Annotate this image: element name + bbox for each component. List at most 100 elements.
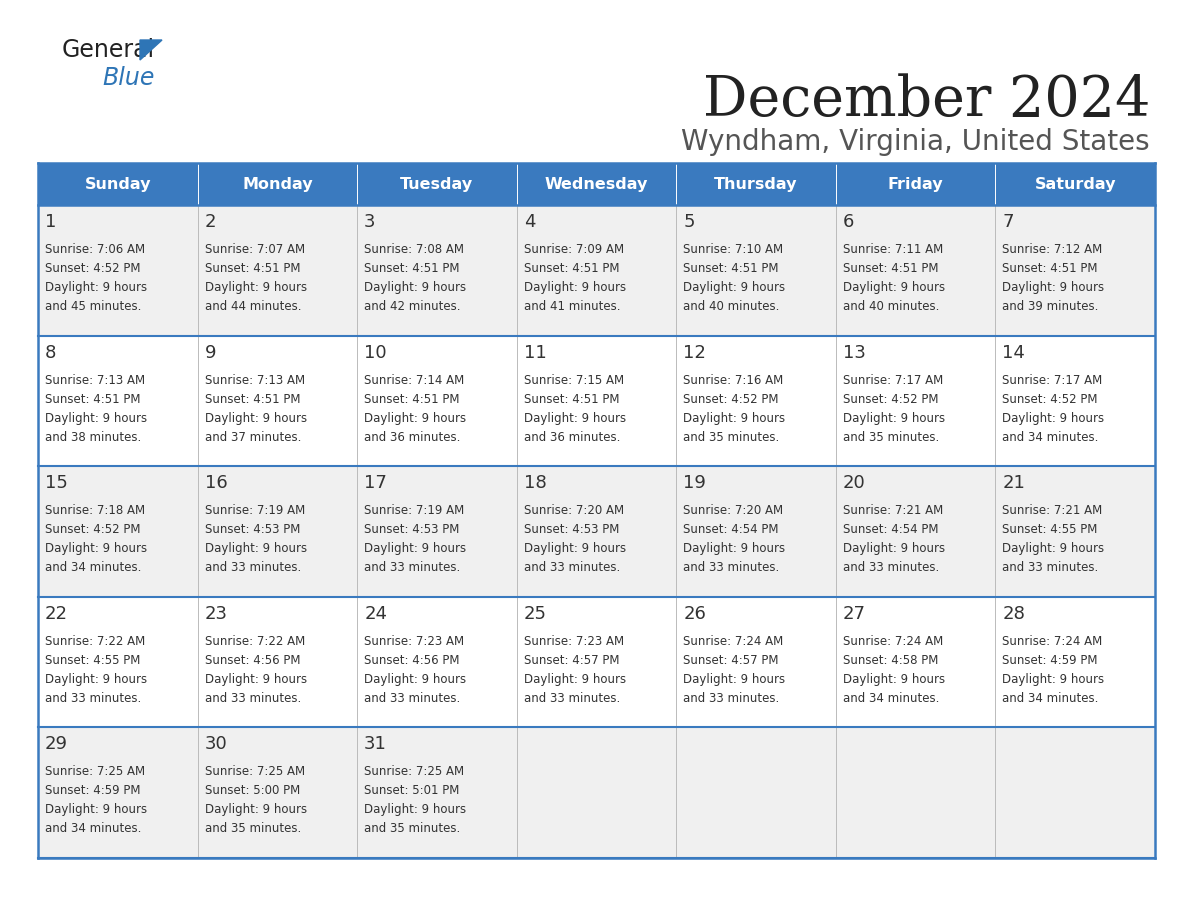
Text: Sunrise: 7:10 AM: Sunrise: 7:10 AM: [683, 243, 783, 256]
Text: and 40 minutes.: and 40 minutes.: [842, 300, 940, 313]
Text: Sunset: 4:51 PM: Sunset: 4:51 PM: [1003, 262, 1098, 275]
Text: 26: 26: [683, 605, 706, 622]
Text: Tuesday: Tuesday: [400, 176, 474, 192]
Text: 7: 7: [1003, 213, 1013, 231]
Text: 11: 11: [524, 343, 546, 362]
Text: 20: 20: [842, 475, 866, 492]
Bar: [38, 466, 1155, 597]
Text: and 36 minutes.: and 36 minutes.: [365, 431, 461, 443]
Text: Sunset: 4:53 PM: Sunset: 4:53 PM: [524, 523, 619, 536]
Bar: [38, 336, 1155, 466]
Text: Sunrise: 7:08 AM: Sunrise: 7:08 AM: [365, 243, 465, 256]
Text: Sunset: 4:52 PM: Sunset: 4:52 PM: [45, 262, 140, 275]
Text: Sunrise: 7:18 AM: Sunrise: 7:18 AM: [45, 504, 145, 517]
Text: Sunrise: 7:23 AM: Sunrise: 7:23 AM: [365, 635, 465, 648]
Text: Sunrise: 7:13 AM: Sunrise: 7:13 AM: [204, 374, 304, 386]
Text: Sunrise: 7:21 AM: Sunrise: 7:21 AM: [842, 504, 943, 517]
Text: Daylight: 9 hours: Daylight: 9 hours: [365, 543, 466, 555]
Bar: [38, 205, 1155, 336]
Text: 31: 31: [365, 735, 387, 754]
Text: and 36 minutes.: and 36 minutes.: [524, 431, 620, 443]
Text: and 34 minutes.: and 34 minutes.: [1003, 431, 1099, 443]
Text: Daylight: 9 hours: Daylight: 9 hours: [45, 803, 147, 816]
Text: Daylight: 9 hours: Daylight: 9 hours: [45, 673, 147, 686]
Text: 12: 12: [683, 343, 706, 362]
Polygon shape: [140, 40, 162, 60]
Text: 5: 5: [683, 213, 695, 231]
Text: 27: 27: [842, 605, 866, 622]
Text: Sunrise: 7:22 AM: Sunrise: 7:22 AM: [204, 635, 305, 648]
Text: and 34 minutes.: and 34 minutes.: [1003, 692, 1099, 705]
Text: and 44 minutes.: and 44 minutes.: [204, 300, 301, 313]
Text: Daylight: 9 hours: Daylight: 9 hours: [842, 411, 944, 425]
Text: Wyndham, Virginia, United States: Wyndham, Virginia, United States: [682, 128, 1150, 156]
Text: Daylight: 9 hours: Daylight: 9 hours: [365, 281, 466, 294]
Text: Daylight: 9 hours: Daylight: 9 hours: [524, 281, 626, 294]
Text: Sunrise: 7:25 AM: Sunrise: 7:25 AM: [204, 766, 304, 778]
Text: Daylight: 9 hours: Daylight: 9 hours: [842, 543, 944, 555]
Text: Sunset: 5:00 PM: Sunset: 5:00 PM: [204, 784, 299, 798]
Text: Sunset: 4:54 PM: Sunset: 4:54 PM: [842, 523, 939, 536]
Text: Sunrise: 7:15 AM: Sunrise: 7:15 AM: [524, 374, 624, 386]
Text: Monday: Monday: [242, 176, 312, 192]
Text: 24: 24: [365, 605, 387, 622]
Text: Daylight: 9 hours: Daylight: 9 hours: [1003, 543, 1105, 555]
Text: Sunset: 4:52 PM: Sunset: 4:52 PM: [683, 393, 779, 406]
Text: Daylight: 9 hours: Daylight: 9 hours: [683, 673, 785, 686]
Text: and 33 minutes.: and 33 minutes.: [524, 692, 620, 705]
Text: Daylight: 9 hours: Daylight: 9 hours: [524, 411, 626, 425]
Text: Sunrise: 7:11 AM: Sunrise: 7:11 AM: [842, 243, 943, 256]
Text: 14: 14: [1003, 343, 1025, 362]
Text: Sunrise: 7:09 AM: Sunrise: 7:09 AM: [524, 243, 624, 256]
Text: and 34 minutes.: and 34 minutes.: [45, 823, 141, 835]
Text: Sunrise: 7:07 AM: Sunrise: 7:07 AM: [204, 243, 304, 256]
Text: Sunset: 4:51 PM: Sunset: 4:51 PM: [524, 262, 619, 275]
Text: Daylight: 9 hours: Daylight: 9 hours: [842, 673, 944, 686]
Text: Sunrise: 7:17 AM: Sunrise: 7:17 AM: [842, 374, 943, 386]
Text: 23: 23: [204, 605, 228, 622]
Text: Sunrise: 7:25 AM: Sunrise: 7:25 AM: [45, 766, 145, 778]
Text: 19: 19: [683, 475, 706, 492]
Text: 29: 29: [45, 735, 68, 754]
Text: and 33 minutes.: and 33 minutes.: [1003, 561, 1099, 574]
Text: Sunset: 4:51 PM: Sunset: 4:51 PM: [524, 393, 619, 406]
Text: Daylight: 9 hours: Daylight: 9 hours: [365, 411, 466, 425]
Text: Sunset: 4:51 PM: Sunset: 4:51 PM: [842, 262, 939, 275]
Text: Sunset: 4:52 PM: Sunset: 4:52 PM: [1003, 393, 1098, 406]
Text: Sunrise: 7:23 AM: Sunrise: 7:23 AM: [524, 635, 624, 648]
Text: and 33 minutes.: and 33 minutes.: [683, 561, 779, 574]
Text: Sunset: 4:52 PM: Sunset: 4:52 PM: [842, 393, 939, 406]
Text: Daylight: 9 hours: Daylight: 9 hours: [683, 411, 785, 425]
Text: 8: 8: [45, 343, 56, 362]
Text: 18: 18: [524, 475, 546, 492]
Text: Sunrise: 7:06 AM: Sunrise: 7:06 AM: [45, 243, 145, 256]
Text: Sunset: 4:51 PM: Sunset: 4:51 PM: [204, 262, 301, 275]
Text: and 40 minutes.: and 40 minutes.: [683, 300, 779, 313]
Text: 15: 15: [45, 475, 68, 492]
Text: Saturday: Saturday: [1035, 176, 1116, 192]
Text: Daylight: 9 hours: Daylight: 9 hours: [1003, 281, 1105, 294]
Text: Sunset: 4:51 PM: Sunset: 4:51 PM: [365, 262, 460, 275]
Text: and 33 minutes.: and 33 minutes.: [683, 692, 779, 705]
Text: and 33 minutes.: and 33 minutes.: [365, 561, 461, 574]
Text: Thursday: Thursday: [714, 176, 798, 192]
Text: Sunset: 4:59 PM: Sunset: 4:59 PM: [45, 784, 140, 798]
Text: 10: 10: [365, 343, 387, 362]
Text: Daylight: 9 hours: Daylight: 9 hours: [842, 281, 944, 294]
Text: Daylight: 9 hours: Daylight: 9 hours: [524, 543, 626, 555]
Text: Sunrise: 7:24 AM: Sunrise: 7:24 AM: [1003, 635, 1102, 648]
Text: and 38 minutes.: and 38 minutes.: [45, 431, 141, 443]
Text: Sunrise: 7:12 AM: Sunrise: 7:12 AM: [1003, 243, 1102, 256]
Text: and 42 minutes.: and 42 minutes.: [365, 300, 461, 313]
Text: Daylight: 9 hours: Daylight: 9 hours: [204, 411, 307, 425]
Text: Sunset: 4:56 PM: Sunset: 4:56 PM: [365, 654, 460, 666]
Text: Daylight: 9 hours: Daylight: 9 hours: [683, 281, 785, 294]
Text: Daylight: 9 hours: Daylight: 9 hours: [204, 803, 307, 816]
Text: 9: 9: [204, 343, 216, 362]
Text: and 35 minutes.: and 35 minutes.: [204, 823, 301, 835]
Text: 30: 30: [204, 735, 227, 754]
Text: and 33 minutes.: and 33 minutes.: [842, 561, 939, 574]
Text: and 35 minutes.: and 35 minutes.: [683, 431, 779, 443]
Text: Sunrise: 7:20 AM: Sunrise: 7:20 AM: [683, 504, 783, 517]
Text: Sunset: 4:58 PM: Sunset: 4:58 PM: [842, 654, 939, 666]
